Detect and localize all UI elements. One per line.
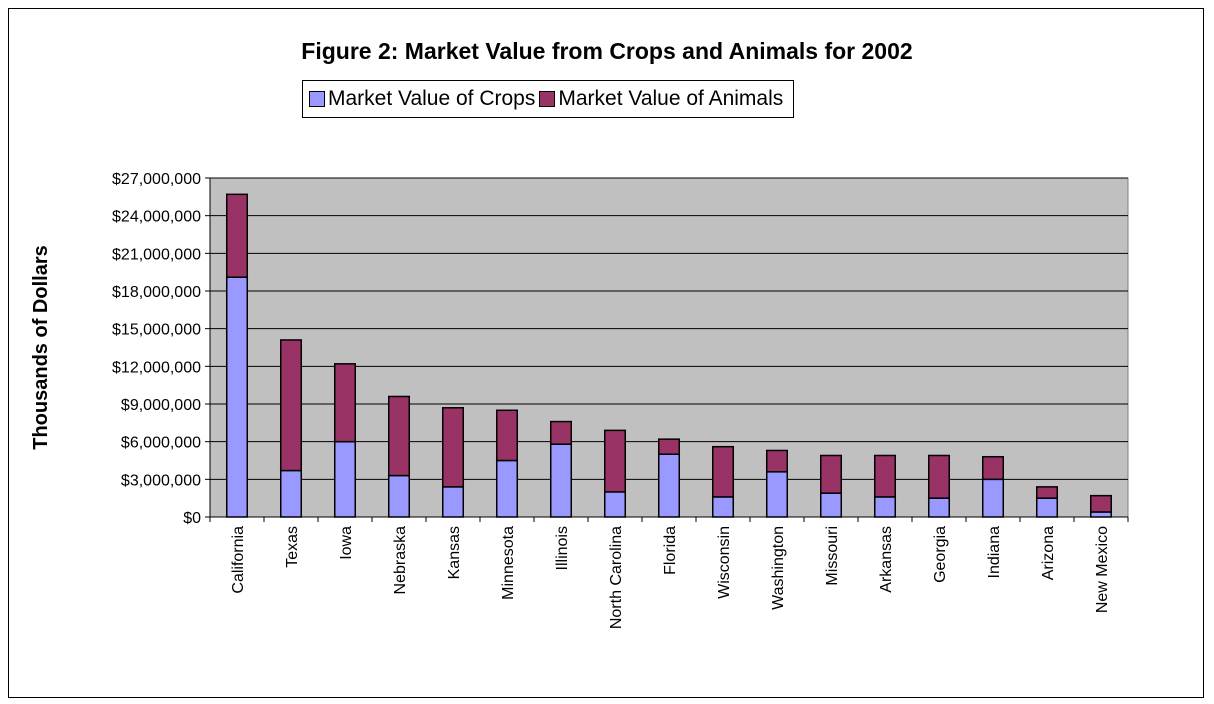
bar-crops bbox=[657, 453, 681, 518]
y-tick-label: $12,000,000 bbox=[112, 359, 201, 376]
bar-crops bbox=[1089, 511, 1113, 518]
y-tick-label: $18,000,000 bbox=[112, 284, 201, 301]
legend-swatch-animals bbox=[539, 91, 556, 107]
bar-animals bbox=[387, 395, 411, 477]
y-axis-label: Thousands of Dollars bbox=[30, 245, 52, 449]
y-tick-label: $27,000,000 bbox=[112, 171, 201, 188]
legend: Market Value of Crops Market Value of An… bbox=[302, 80, 795, 118]
bar-crops bbox=[1035, 497, 1059, 518]
bar-animals bbox=[225, 193, 249, 278]
bar-animals bbox=[1035, 486, 1059, 499]
bar-crops bbox=[711, 496, 735, 518]
x-tick-label: Nebraska bbox=[392, 526, 409, 595]
x-tick-label: Arkansas bbox=[878, 526, 895, 593]
bar-animals bbox=[603, 429, 627, 493]
bar-crops bbox=[225, 276, 249, 518]
x-tick-label: Minnesota bbox=[500, 526, 517, 600]
x-tick-label: Wisconsin bbox=[716, 526, 733, 599]
bar-animals bbox=[981, 455, 1005, 481]
bar-animals bbox=[495, 409, 519, 462]
bar-animals bbox=[549, 420, 573, 445]
x-tick-label: California bbox=[230, 526, 247, 594]
bar-crops bbox=[819, 492, 843, 518]
x-tick-label: Georgia bbox=[932, 526, 949, 583]
bar-animals bbox=[711, 445, 735, 498]
x-tick-label: Arizona bbox=[1040, 526, 1057, 580]
bar-crops bbox=[981, 478, 1005, 518]
x-tick-label: Missouri bbox=[824, 526, 841, 586]
x-tick-label: Kansas bbox=[446, 526, 463, 579]
bar-animals bbox=[927, 454, 951, 499]
y-tick-label: $3,000,000 bbox=[121, 472, 201, 489]
y-tick-label: $15,000,000 bbox=[112, 322, 201, 339]
bar-crops bbox=[927, 497, 951, 518]
bar-animals bbox=[279, 339, 303, 472]
bar-animals bbox=[819, 454, 843, 494]
bar-crops bbox=[441, 486, 465, 518]
bar-crops bbox=[279, 469, 303, 518]
bar-crops bbox=[387, 474, 411, 518]
x-tick-label: Florida bbox=[662, 526, 679, 575]
bar-crops bbox=[765, 471, 789, 518]
bar-animals bbox=[873, 454, 897, 498]
x-tick-label: North Carolina bbox=[608, 526, 625, 629]
bar-crops bbox=[549, 443, 573, 518]
chart-title: Figure 2: Market Value from Crops and An… bbox=[301, 38, 913, 64]
bar-animals bbox=[657, 438, 681, 455]
y-tick-label: $6,000,000 bbox=[121, 435, 201, 452]
legend-swatch-crops bbox=[309, 91, 325, 107]
y-tick-label: $0 bbox=[183, 510, 201, 527]
x-tick-label: Illinois bbox=[554, 526, 571, 570]
y-tick-label: $21,000,000 bbox=[112, 246, 201, 263]
x-tick-label: Indiana bbox=[986, 526, 1003, 579]
x-tick-label: Iowa bbox=[338, 526, 355, 560]
bar-animals bbox=[441, 407, 465, 488]
bar-crops bbox=[333, 440, 357, 518]
y-tick-label: $9,000,000 bbox=[121, 397, 201, 414]
legend-item-animals: Market Value of Animals bbox=[539, 87, 783, 111]
x-tick-label: Texas bbox=[284, 526, 301, 568]
legend-label-crops: Market Value of Crops bbox=[328, 87, 536, 110]
x-tick-label: New Mexico bbox=[1094, 526, 1111, 613]
legend-item-crops: Market Value of Crops bbox=[309, 87, 535, 111]
legend-label-animals: Market Value of Animals bbox=[558, 87, 784, 110]
bar-crops bbox=[495, 459, 519, 518]
bar-animals bbox=[765, 449, 789, 473]
bar-crops bbox=[603, 491, 627, 518]
y-tick-label: $24,000,000 bbox=[112, 209, 201, 226]
bar-animals bbox=[333, 363, 357, 443]
x-tick-label: Washington bbox=[770, 526, 787, 610]
bar-animals bbox=[1089, 494, 1113, 513]
bar-crops bbox=[873, 496, 897, 518]
